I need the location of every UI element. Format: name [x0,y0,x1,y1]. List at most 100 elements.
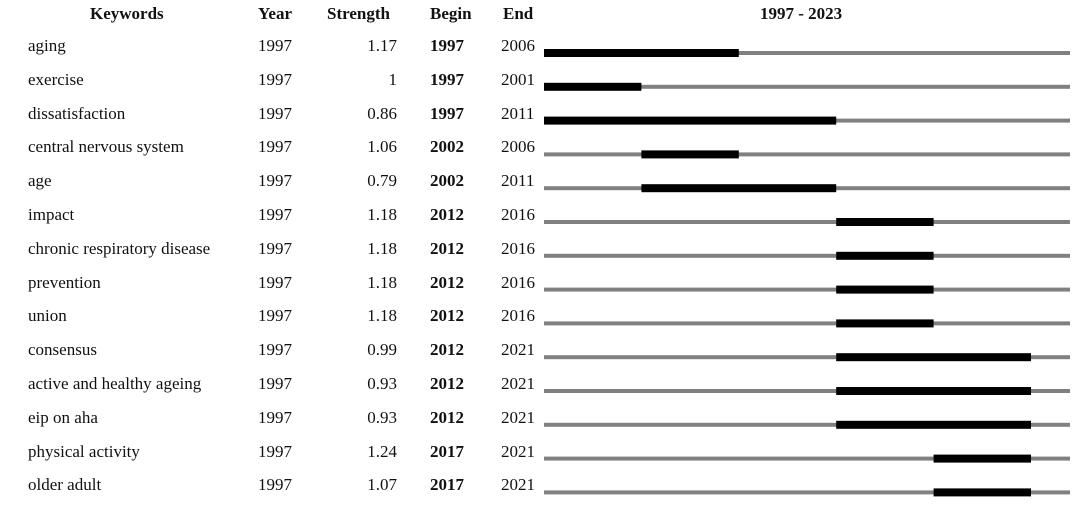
burst-bar [836,353,1031,362]
keyword-cell: aging [28,36,66,55]
year-cell: 1997 [258,407,292,427]
year-cell: 1997 [258,306,292,326]
end-cell: 2021 [501,441,535,461]
burst-bar [641,184,837,193]
strength-cell: 0.79 [367,171,397,191]
strength-cell: 0.93 [367,374,397,393]
timeline-baseline [544,220,1070,224]
strength-cell: 1.17 [367,36,397,55]
burst-bar [544,116,837,125]
timeline-baseline [544,84,1070,89]
end-cell: 2011 [501,103,535,123]
year-cell: 1997 [258,69,292,89]
begin-cell: 1997 [430,69,464,89]
keyword-cell: physical activity [28,441,140,461]
end-cell: 2021 [501,475,535,495]
keyword-cell: eip on aha [28,407,98,427]
year-cell: 1997 [258,137,292,157]
header-timeline-range: 1997 - 2023 [760,4,843,23]
header-begin: Begin [430,4,472,23]
begin-cell: 2012 [430,374,464,393]
timeline-baseline [544,422,1070,427]
end-cell: 2016 [501,205,535,224]
strength-cell: 1.18 [367,205,397,224]
burst-bar [836,218,934,226]
year-cell: 1997 [258,36,292,55]
timeline-baseline [544,355,1070,360]
timeline-baseline [544,490,1070,495]
strength-cell: 0.99 [367,340,397,360]
year-cell: 1997 [258,441,292,461]
begin-cell: 2012 [430,272,464,292]
begin-cell: 2012 [430,340,464,360]
burst-bar [641,150,739,159]
end-cell: 2021 [501,407,535,427]
strength-cell: 1.24 [367,441,397,461]
timeline-baseline [544,253,1070,258]
strength-cell: 0.93 [367,407,397,427]
header-keywords: Keywords [90,4,164,23]
begin-cell: 2012 [430,306,464,326]
timeline-baseline [544,321,1070,326]
keyword-cell: union [28,306,67,326]
keyword-cell: dissatisfaction [28,103,126,123]
burst-bar [544,49,739,57]
begin-cell: 2002 [430,137,464,157]
header-year: Year [258,4,292,23]
strength-cell: 1.06 [367,137,397,157]
begin-cell: 2002 [430,171,464,191]
strength-cell: 1 [388,69,398,89]
end-cell: 2016 [501,272,535,292]
end-cell: 2021 [501,374,535,393]
begin-cell: 2017 [430,441,464,461]
timeline-baseline [544,287,1070,292]
strength-cell: 1.18 [367,306,397,326]
strength-cell: 1.18 [367,272,397,292]
end-cell: 2021 [501,340,535,360]
burst-bar [544,82,642,91]
year-cell: 1997 [258,272,292,292]
keyword-cell: exercise [28,69,84,89]
burst-bar [836,387,1031,395]
end-cell: 2001 [501,69,535,89]
begin-cell: 1997 [430,103,464,123]
keyword-cell: prevention [28,272,101,292]
header-end: End [503,4,534,23]
burst-bar [836,285,934,294]
end-cell: 2016 [501,238,535,258]
year-cell: 1997 [258,238,292,258]
burst-bar [836,420,1031,429]
end-cell: 2006 [501,137,535,157]
end-cell: 2006 [501,36,535,55]
begin-cell: 2012 [430,407,464,427]
timeline-baseline [544,152,1070,157]
keyword-cell: central nervous system [28,137,184,157]
year-cell: 1997 [258,475,292,495]
strength-cell: 0.86 [367,103,397,123]
keyword-cell: consensus [28,340,97,360]
burst-bar [836,251,934,260]
year-cell: 1997 [258,374,292,393]
burst-bar [933,454,1031,463]
strength-cell: 1.07 [367,475,397,495]
end-cell: 2016 [501,306,535,326]
year-cell: 1997 [258,340,292,360]
timeline-baseline [544,51,1070,55]
keyword-cell: older adult [28,475,102,495]
timeline-baseline [544,456,1070,461]
year-cell: 1997 [258,103,292,123]
end-cell: 2011 [501,171,535,191]
begin-cell: 1997 [430,36,464,55]
burst-bar [933,488,1031,497]
begin-cell: 2017 [430,475,464,495]
begin-cell: 2012 [430,238,464,258]
timeline-baseline [544,389,1070,393]
year-cell: 1997 [258,171,292,191]
keyword-cell: active and healthy ageing [28,374,202,393]
keyword-cell: chronic respiratory disease [28,238,211,258]
keyword-cell: age [28,171,52,191]
strength-cell: 1.18 [367,238,397,258]
header-strength: Strength [327,4,390,23]
begin-cell: 2012 [430,205,464,224]
